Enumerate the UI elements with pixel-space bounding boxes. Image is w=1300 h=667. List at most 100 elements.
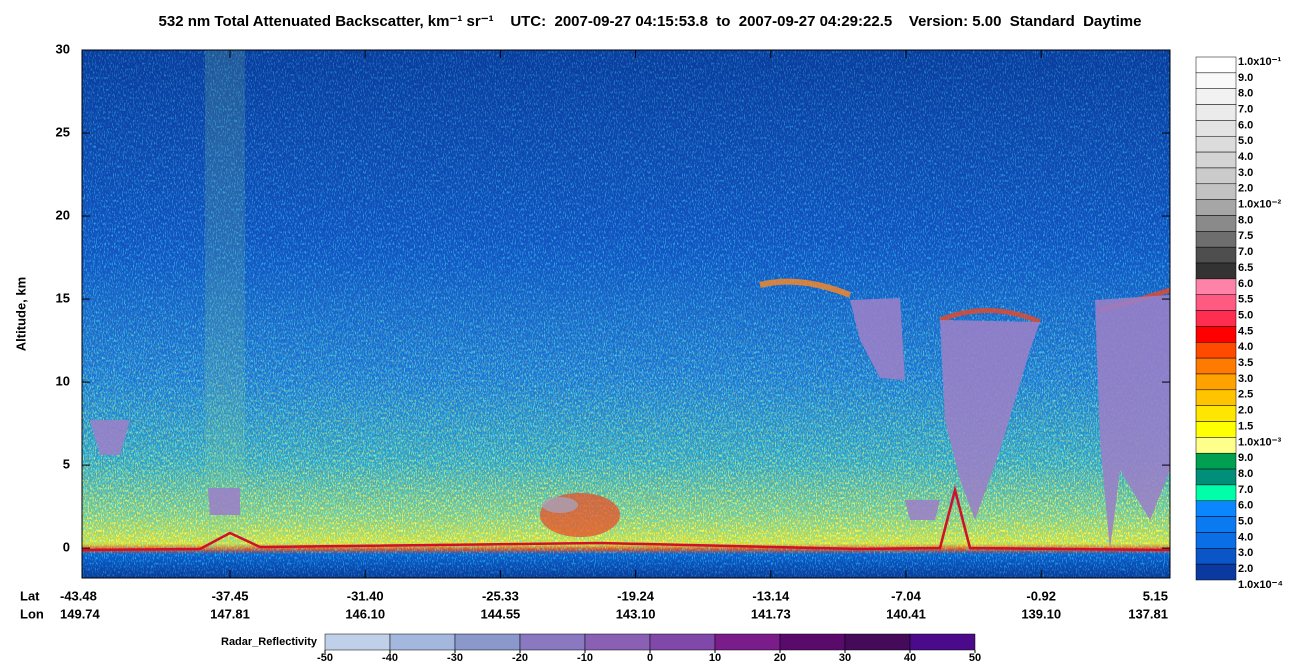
lat-label: -0.92 xyxy=(1026,588,1056,603)
colorbar-label: 2.5 xyxy=(1238,389,1253,401)
radar-tick-label: -50 xyxy=(317,652,333,664)
radar-tick-label: -40 xyxy=(382,652,398,664)
colorbar-label: 6.0 xyxy=(1238,119,1253,131)
colorbar-segment xyxy=(1195,120,1237,137)
row-label: Lon xyxy=(20,606,44,621)
y-tick-label: 0 xyxy=(63,540,70,555)
lat-label: 5.15 xyxy=(1143,588,1168,603)
colorbar-segment xyxy=(1195,215,1237,232)
colorbar-label: 7.0 xyxy=(1238,103,1253,115)
colorbar-label: 8.0 xyxy=(1238,468,1253,480)
lon-label: 140.41 xyxy=(886,606,926,621)
colorbar-segment xyxy=(1195,231,1237,248)
radar-tick-label: -20 xyxy=(512,652,528,664)
colorbar-segment xyxy=(1195,104,1237,121)
x-axis: Lat Lon -43.48 149.74 -37.45 147.81 -31.40 146.… xyxy=(20,50,1168,621)
lon-label: 147.81 xyxy=(210,606,250,621)
colorbar-segment xyxy=(1195,199,1237,216)
colorbar-segment xyxy=(1195,500,1237,517)
chart-title-row: 532 nm Total Attenuated Backscatter, km⁻… xyxy=(159,13,1142,30)
colorbar-label: 1.0x10⁻² xyxy=(1238,199,1281,211)
lon-label: 143.10 xyxy=(616,606,656,621)
colorbar-segment xyxy=(1195,88,1237,105)
colorbar-segment xyxy=(1195,72,1237,89)
colorbar-segment xyxy=(1195,516,1237,533)
version: Version: 5.00 Standard Daytime xyxy=(909,13,1142,30)
radar-colorbar-segment xyxy=(324,633,391,651)
plot-frame xyxy=(81,49,1171,579)
cirrus xyxy=(759,278,852,298)
colorbar-segment xyxy=(1195,484,1237,502)
radar-colorbar-segment xyxy=(649,633,716,651)
lon-label: 137.81 xyxy=(1128,606,1168,621)
lat-label: -13.14 xyxy=(752,588,790,603)
colorbar-segment xyxy=(1195,532,1237,549)
colorbar-segment xyxy=(1195,563,1237,581)
noise xyxy=(82,50,1170,578)
y-axis-label: Altitude, km xyxy=(13,277,28,351)
colorbar-segment xyxy=(1195,167,1237,185)
colorbar-segment xyxy=(1195,342,1237,359)
radar-tick-label: 50 xyxy=(969,652,981,664)
colorbar-label: 5.0 xyxy=(1238,135,1253,147)
colorbar-segment xyxy=(1195,262,1237,280)
colorbar-label: 5.5 xyxy=(1238,294,1253,306)
colorbar-label: 7.0 xyxy=(1238,246,1253,258)
radar-tick-label: -10 xyxy=(577,652,593,664)
radar-colorbar-segment xyxy=(519,633,586,651)
colorbar-label: 6.0 xyxy=(1238,278,1253,290)
colorbar-segment xyxy=(1195,294,1237,311)
lon-label: 144.55 xyxy=(481,606,521,621)
colorbar-segment xyxy=(1195,405,1237,422)
colorbar-segment xyxy=(1195,183,1237,200)
colorbar-label: 3.5 xyxy=(1238,357,1253,369)
radar-tick-label: 10 xyxy=(709,652,721,664)
lon-label: 149.74 xyxy=(60,606,101,621)
lat-label: -43.48 xyxy=(60,588,97,603)
lon-label: 146.10 xyxy=(345,606,385,621)
colorbar-label: 5.0 xyxy=(1238,309,1253,321)
colorbar-segment xyxy=(1195,421,1237,438)
colorbar-label: 1.0x10⁻⁴ xyxy=(1238,579,1283,591)
lon-label: 139.10 xyxy=(1021,606,1061,621)
radar-colorbar-segment xyxy=(454,633,521,651)
lat-label: -31.40 xyxy=(347,588,384,603)
colorbar-label: 2.0 xyxy=(1238,183,1253,195)
plume xyxy=(205,50,245,550)
radar-clouds xyxy=(90,295,1170,550)
colorbar-label: 2.0 xyxy=(1238,405,1253,417)
colorbar-label: 8.0 xyxy=(1238,88,1253,100)
radar-tick-label: -30 xyxy=(447,652,463,664)
colorbar-label: 9.0 xyxy=(1238,72,1253,84)
radar-colorbar-segment xyxy=(584,633,651,651)
colorbar-label: 6.5 xyxy=(1238,262,1253,274)
colorbar-segment xyxy=(1195,310,1237,327)
radar-colorbar: Radar_Reflectivity -50 -40 -30 -20 -10 0 10 20 30… xyxy=(221,633,981,664)
colorbar-label: 2.0 xyxy=(1238,563,1253,575)
colorbar-segment xyxy=(1195,437,1237,454)
lat-label: -25.33 xyxy=(482,588,519,603)
colorbar-segment xyxy=(1195,468,1237,486)
row-label: Lat xyxy=(20,588,40,603)
radar-colorbar-segment xyxy=(714,633,781,651)
lat-label: -37.45 xyxy=(212,588,249,603)
colorbar-segment xyxy=(1195,135,1237,153)
colorbar-label: 7.5 xyxy=(1238,230,1253,242)
colorbar-label: 8.0 xyxy=(1238,214,1253,226)
colorbar-label: 7.0 xyxy=(1238,484,1253,496)
colorbar-label: 9.0 xyxy=(1238,452,1253,464)
radar-colorbar-segment xyxy=(389,633,456,651)
radar-colorbar-segment xyxy=(909,633,976,651)
colorbar-label: 1.5 xyxy=(1238,420,1253,432)
lat-label: -19.24 xyxy=(617,588,655,603)
colorbar-label: 3.0 xyxy=(1238,373,1253,385)
colorbar-label: 3.0 xyxy=(1238,547,1253,559)
colorbar-segment xyxy=(1195,56,1237,74)
colorbar-segment xyxy=(1195,357,1237,375)
colorbar: 1.0x10⁻¹ 9.0 8.0 7.0 6.0 5.0 4.0 3.0 2.0 1.0x10⁻²… xyxy=(1195,56,1283,591)
colorbar-label: 4.0 xyxy=(1238,341,1253,353)
colorbar-label: 1.0x10⁻³ xyxy=(1238,436,1281,448)
surface xyxy=(82,485,1170,552)
chart-title: 532 nm Total Attenuated Backscatter, km⁻… xyxy=(159,13,494,30)
